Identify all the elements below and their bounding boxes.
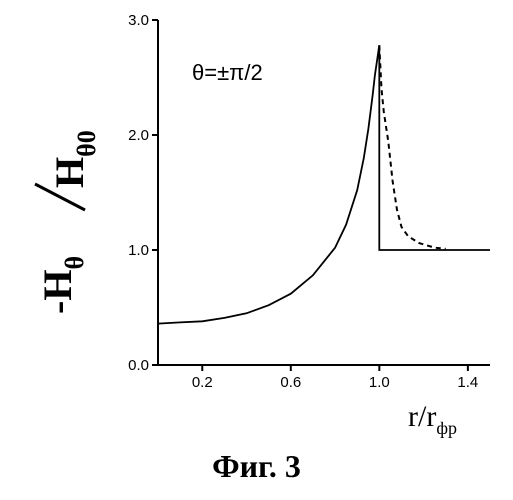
x-tick-label: 1.4 xyxy=(457,374,478,391)
y-label-numerator: H xyxy=(35,270,80,301)
y-tick-label: 1.0 xyxy=(128,242,149,259)
y-tick-label: 0.0 xyxy=(128,357,149,374)
y-label-denominator-sub: θ0 xyxy=(72,130,101,157)
axes xyxy=(157,20,490,366)
series-solid-line xyxy=(157,45,490,325)
x-tick-label: 0.2 xyxy=(192,374,213,391)
x-ticks: 0.2 0.6 1.0 1.4 xyxy=(192,365,478,391)
svg-text:-Hθ: -Hθ xyxy=(35,256,89,314)
x-tick-label: 1.0 xyxy=(369,374,390,391)
y-tick-label: 3.0 xyxy=(128,12,149,29)
x-axis-label: r/rфр xyxy=(408,400,457,438)
series-dashed-line xyxy=(378,45,446,250)
y-label-fraction-bar xyxy=(34,182,86,212)
x-label-sub: фр xyxy=(436,418,457,438)
annotation: θ=±π/2 xyxy=(192,60,263,85)
y-tick-label: 2.0 xyxy=(128,127,149,144)
x-tick-label: 0.6 xyxy=(280,374,301,391)
y-axis-label: -Hθ Hθ0 xyxy=(34,130,101,314)
series-layer xyxy=(157,45,490,325)
y-label-numerator-sub: θ xyxy=(60,256,89,270)
y-label-prefix: - xyxy=(35,301,80,314)
svg-text:Hθ0: Hθ0 xyxy=(47,130,101,188)
x-label-base: r/r xyxy=(408,400,436,433)
y-label-denominator: H xyxy=(47,157,92,188)
figure-caption: Фиг. 3 xyxy=(212,448,301,484)
y-ticks: 0.0 1.0 2.0 3.0 xyxy=(128,12,158,374)
